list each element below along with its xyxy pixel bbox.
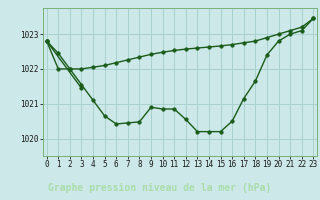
Text: Graphe pression niveau de la mer (hPa): Graphe pression niveau de la mer (hPa) <box>48 183 272 193</box>
